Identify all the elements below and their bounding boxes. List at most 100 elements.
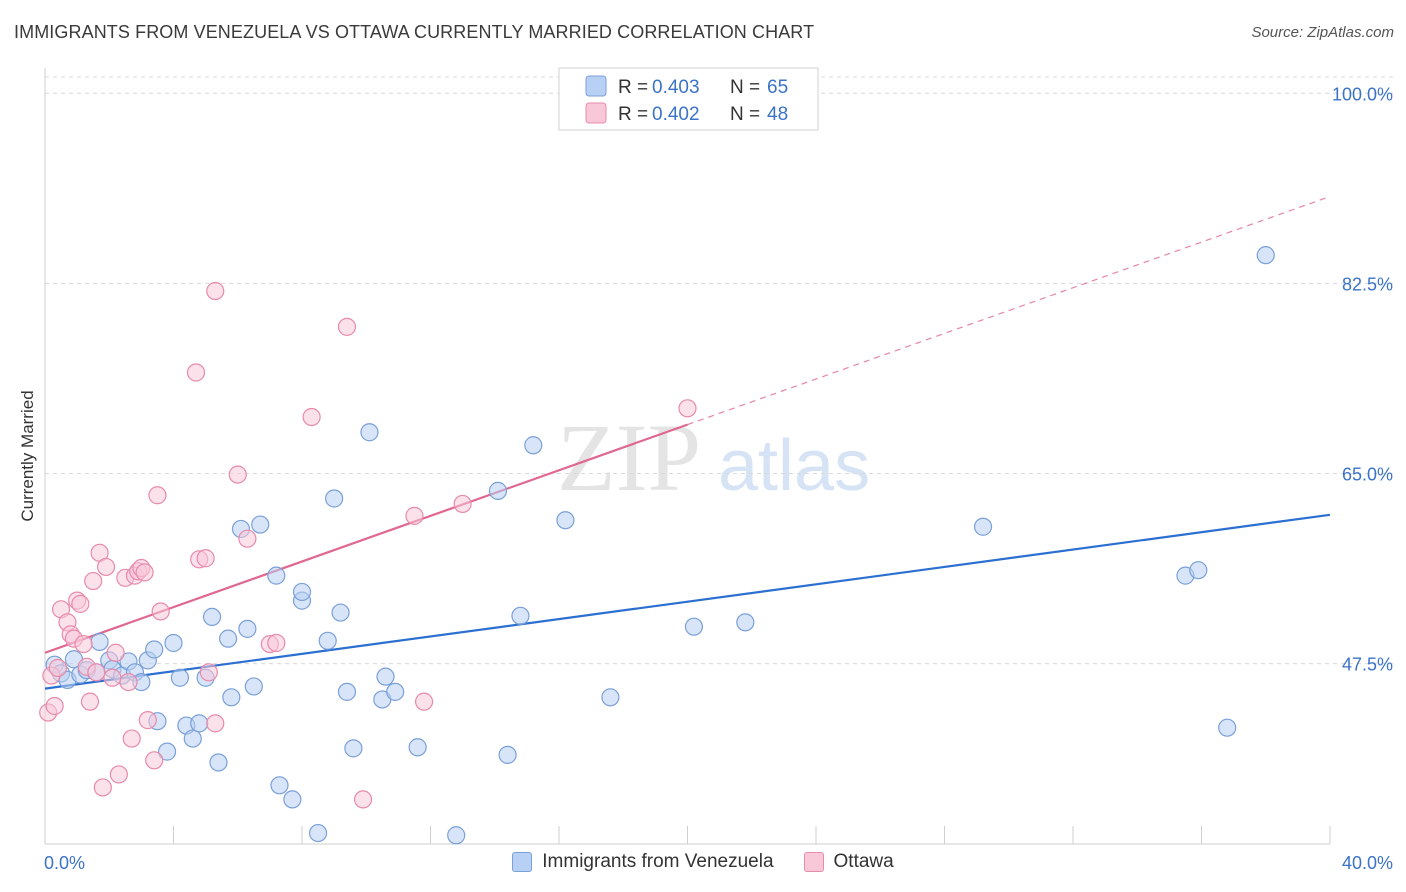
point-ottawa [206,714,225,733]
point-venezuela [376,667,395,686]
chart-title: IMMIGRANTS FROM VENEZUELA VS OTTAWA CURR… [14,22,815,42]
legend-swatch-pink [585,102,607,124]
point-venezuela [283,790,302,809]
point-venezuela [337,682,357,701]
point-ottawa [337,317,357,336]
point-ottawa [199,663,218,682]
point-venezuela [736,613,755,632]
legend-r-value-blue: 0.403 [652,77,700,98]
point-ottawa [122,729,141,748]
point-venezuela [556,511,575,530]
point-venezuela [386,682,405,701]
point-ottawa [135,563,154,582]
axes [44,68,1331,845]
y-axis-label: Currently Married [18,390,37,521]
legend-item-ottawa: Ottawa [803,851,894,873]
legend-label-venezuela: Immigrants from Venezuela [542,851,774,872]
point-venezuela [1256,246,1275,265]
point-ottawa [186,363,206,382]
point-venezuela [1189,561,1208,580]
point-ottawa [196,549,215,568]
point-venezuela [308,823,328,843]
trend-lines [44,195,1331,690]
point-ottawa [103,668,122,687]
point-ottawa [80,692,100,711]
point-ottawa [74,634,93,654]
legend-r-value-pink: 0.402 [652,104,700,125]
trend-line-venezuela [44,513,1331,690]
point-ottawa [238,529,257,548]
point-ottawa [414,692,434,711]
point-venezuela [344,739,363,758]
data-points [39,246,1275,845]
legend-r-label-pink: R = [618,104,648,125]
point-venezuela [270,776,289,795]
legend-swatch-blue [585,75,607,97]
point-venezuela [219,629,238,648]
point-venezuela [292,582,312,602]
point-venezuela [331,603,350,622]
tick-labels: 47.5% 65.0% 82.5% 100.0% 0.0% 40.0% [44,84,1393,873]
legend-n-value-pink: 48 [767,104,788,125]
point-venezuela [209,753,228,772]
x-tick-label-max: 40.0% [1342,853,1393,873]
point-venezuela [360,423,379,442]
point-venezuela [601,688,620,707]
point-ottawa [405,506,424,525]
watermark-zip: ZIP [557,404,701,511]
point-venezuela [202,607,222,627]
point-ottawa [87,663,106,682]
point-ottawa [96,557,116,577]
point-venezuela [190,714,209,733]
point-ottawa [145,751,164,770]
trend-line-ottawa [44,423,688,654]
trend-line-extension-ottawa [687,195,1331,426]
watermark-atlas: atlas [718,426,870,506]
point-ottawa [48,658,67,678]
point-venezuela [488,481,508,500]
legend-swatch-ottawa [803,852,824,872]
point-ottawa [71,594,90,613]
point-ottawa [84,571,103,591]
point-ottawa [228,465,247,484]
point-ottawa [206,281,225,301]
x-tick-label-min: 0.0% [44,853,85,873]
point-venezuela [447,826,466,845]
point-ottawa [453,494,472,514]
point-ottawa [109,765,128,784]
point-venezuela [222,688,241,707]
point-ottawa [119,672,138,692]
point-ottawa [353,790,373,809]
point-venezuela [684,617,704,636]
point-ottawa [678,399,697,418]
point-ottawa [45,696,64,716]
point-venezuela [157,742,177,761]
point-venezuela [1218,718,1237,737]
point-venezuela [325,489,344,508]
legend-r-label-blue: R = [618,77,648,98]
point-venezuela [318,631,337,650]
point-venezuela [524,436,543,455]
legend-n-label-blue: N = [730,77,760,98]
series-legend: Immigrants from Venezuela Ottawa [0,851,1406,873]
point-ottawa [148,486,167,505]
legend-label-ottawa: Ottawa [833,851,894,872]
y-tick-label: 47.5% [1342,655,1393,675]
legend-n-value-blue: 65 [767,77,788,98]
point-ottawa [302,407,321,427]
point-venezuela [251,515,270,534]
point-ottawa [151,602,170,621]
y-tick-label: 65.0% [1342,465,1393,485]
point-ottawa [93,778,112,797]
point-venezuela [973,517,993,536]
point-venezuela [183,729,202,748]
legend-n-label-pink: N = [730,104,760,125]
point-venezuela [145,640,164,659]
point-venezuela [408,738,427,757]
point-venezuela [267,566,286,585]
y-tick-label: 100.0% [1332,84,1393,104]
point-ottawa [138,711,157,730]
y-tick-label: 82.5% [1342,274,1393,294]
point-ottawa [106,643,125,662]
